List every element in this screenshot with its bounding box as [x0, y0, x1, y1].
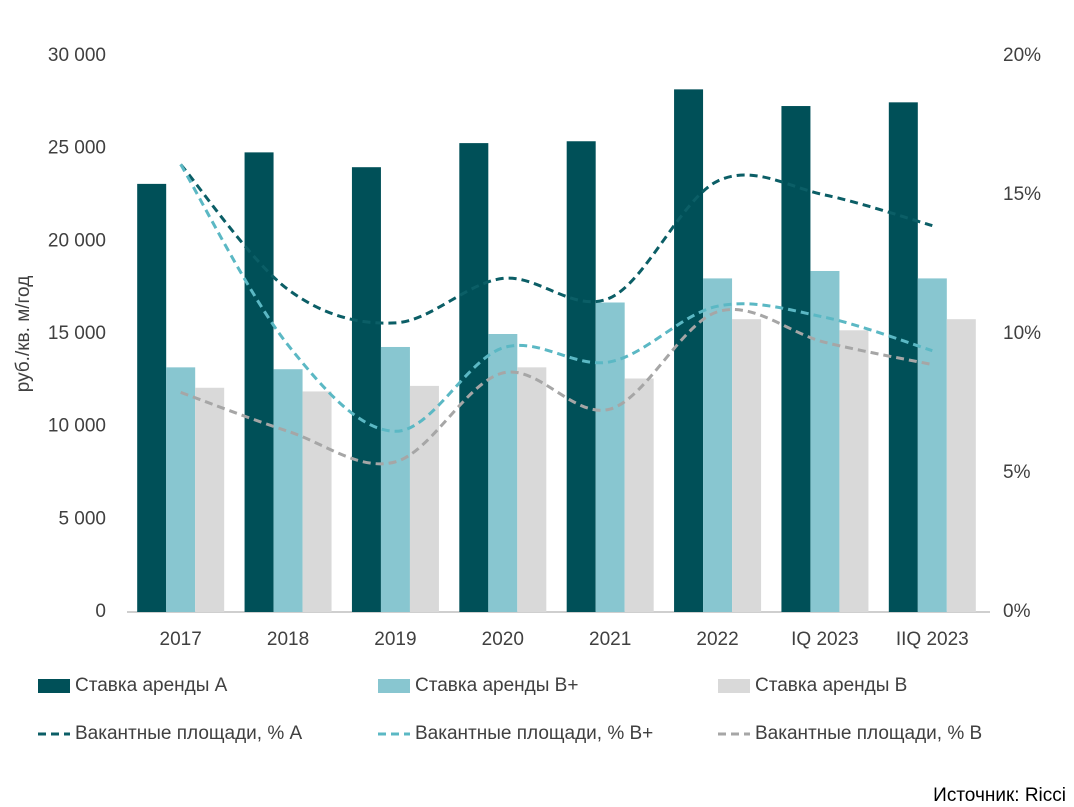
bar [703, 278, 733, 612]
legend-label: Ставка аренды В [755, 675, 907, 696]
y2-tick-label: 0% [1003, 601, 1031, 622]
y-tick-label: 0 [95, 601, 106, 622]
bar [166, 367, 196, 612]
y2-tick-label: 5% [1003, 462, 1031, 483]
bar [244, 152, 274, 612]
bar [810, 270, 840, 612]
y-tick-label: 15 000 [48, 323, 106, 344]
x-tick-label: 2017 [160, 629, 202, 650]
x-tick-label: IIQ 2023 [896, 629, 969, 650]
legend-swatch [38, 679, 70, 693]
bar [380, 346, 410, 612]
bar [302, 391, 332, 612]
legend-swatch [378, 679, 410, 693]
y-tick-label: 30 000 [48, 45, 106, 66]
bar [781, 106, 811, 612]
legend-label: Ставка аренды А [75, 675, 228, 696]
legend-label: Вакантные площади, % В+ [415, 723, 653, 744]
bar [839, 330, 869, 612]
legend-label: Ставка аренды В+ [415, 675, 578, 696]
x-tick-label: 2019 [374, 629, 416, 650]
legend-swatch [718, 679, 750, 693]
bar [888, 102, 918, 612]
bar [917, 278, 947, 612]
y-tick-label: 25 000 [48, 138, 106, 159]
x-tick-label: 2018 [267, 629, 309, 650]
x-tick-label: 2021 [589, 629, 631, 650]
y-axis-title: руб./кв. м/год [13, 276, 34, 393]
bar [517, 367, 547, 612]
x-tick-label: 2020 [482, 629, 524, 650]
vacancy-line [180, 308, 933, 466]
bar [674, 89, 704, 613]
x-tick-label: 2022 [696, 629, 738, 650]
legend-label: Вакантные площади, % А [75, 723, 303, 744]
y2-tick-label: 20% [1003, 45, 1041, 66]
y-tick-label: 10 000 [48, 416, 106, 437]
bar [624, 378, 654, 612]
vacancy-line [179, 163, 933, 433]
bar [566, 141, 596, 612]
bar [595, 302, 625, 612]
legend-label: Вакантные площади, % В [755, 723, 982, 744]
x-tick-label: IQ 2023 [791, 629, 859, 650]
bar [409, 385, 439, 612]
bar [488, 334, 518, 612]
bar [732, 319, 762, 612]
y-tick-label: 5 000 [58, 508, 106, 529]
y2-tick-label: 15% [1003, 184, 1041, 205]
source-note: Источник: Ricci [933, 785, 1066, 806]
bar [137, 183, 167, 612]
bar [946, 319, 976, 612]
bar [273, 369, 303, 612]
y-tick-label: 20 000 [48, 230, 106, 251]
vacancy-line [179, 163, 933, 325]
y2-tick-label: 10% [1003, 323, 1041, 344]
bar [459, 143, 489, 612]
bar [195, 387, 225, 612]
bar [351, 167, 381, 612]
